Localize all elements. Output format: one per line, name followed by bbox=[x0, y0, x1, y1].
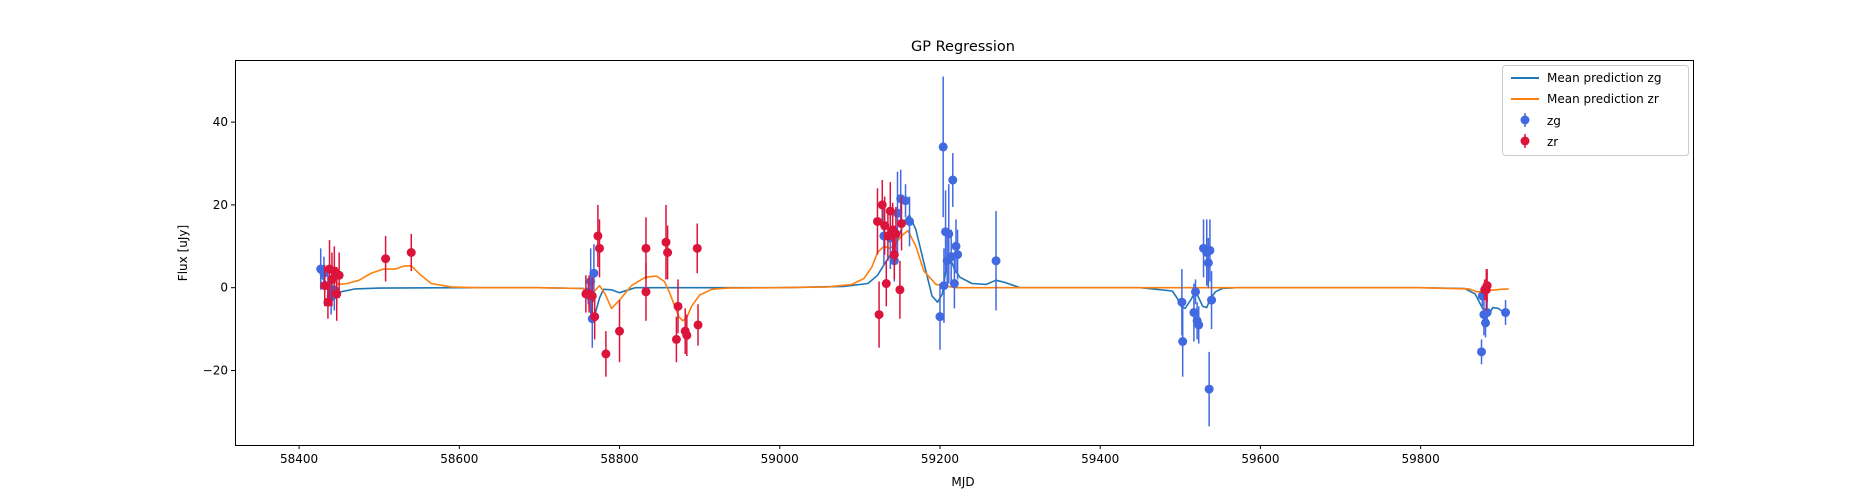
plot-area bbox=[316, 76, 1511, 427]
y-tick-label--20: −20 bbox=[203, 363, 228, 377]
legend-label-zr-points: zr bbox=[1547, 135, 1558, 149]
data-point-zg-27 bbox=[991, 211, 1001, 311]
data-point-zg-26 bbox=[953, 229, 963, 280]
mean-prediction-line-0 bbox=[320, 214, 1509, 317]
mean-prediction-line-1 bbox=[320, 229, 1509, 322]
data-point-zg-24 bbox=[949, 258, 959, 309]
data-point-zg-45 bbox=[1501, 300, 1511, 325]
data-point-zr-25 bbox=[692, 223, 702, 274]
data-point-zr-30 bbox=[880, 196, 890, 255]
x-tick-label-59400: 59400 bbox=[1081, 452, 1119, 466]
data-point-zr-36 bbox=[891, 206, 901, 261]
data-point-zr-21 bbox=[671, 316, 681, 363]
plot-frame bbox=[235, 60, 1694, 446]
data-point-zr-22 bbox=[673, 279, 683, 334]
data-point-zr-1 bbox=[323, 285, 333, 319]
data-point-zr-16 bbox=[615, 300, 625, 363]
x-tick-label-59800: 59800 bbox=[1402, 452, 1440, 466]
data-point-zr-20 bbox=[663, 225, 673, 280]
data-point-zr-8 bbox=[406, 233, 416, 272]
legend-marker-zr-points bbox=[1520, 134, 1530, 148]
data-point-zr-14 bbox=[595, 219, 604, 278]
x-tick-label-58400: 58400 bbox=[280, 452, 318, 466]
data-point-zr-19 bbox=[661, 204, 671, 280]
data-point-zr-7 bbox=[381, 235, 391, 282]
data-point-zg-17 bbox=[938, 76, 948, 218]
y-axis: −20 0 20 40 bbox=[203, 115, 235, 377]
lines-layer bbox=[320, 214, 1509, 322]
data-point-zr-24 bbox=[682, 314, 692, 356]
data-point-zg-16 bbox=[935, 283, 945, 350]
data-point-zr-38 bbox=[897, 196, 907, 251]
data-point-zr-26 bbox=[693, 304, 703, 346]
legend: Mean prediction zg Mean prediction zr zg… bbox=[1502, 65, 1689, 156]
y-tick-label-20: 20 bbox=[213, 198, 228, 212]
data-point-zr-41 bbox=[1482, 269, 1492, 303]
data-point-zg-38 bbox=[1205, 219, 1215, 282]
x-tick-label-58800: 58800 bbox=[600, 452, 638, 466]
points-layer bbox=[316, 76, 1511, 427]
data-point-zg-37 bbox=[1204, 351, 1214, 427]
data-point-zr-13 bbox=[593, 204, 603, 267]
data-point-zg-39 bbox=[1207, 271, 1217, 330]
x-axis-label: MJD bbox=[951, 475, 974, 489]
data-point-zg-14 bbox=[901, 184, 911, 218]
legend-box bbox=[1502, 65, 1689, 156]
legend-marker-zg-points bbox=[1520, 113, 1530, 127]
y-tick-label-0: 0 bbox=[220, 281, 228, 295]
data-point-zg-15 bbox=[905, 196, 915, 247]
x-tick-label-59600: 59600 bbox=[1241, 452, 1279, 466]
chart-title: GP Regression bbox=[911, 39, 1015, 55]
data-point-zr-12 bbox=[590, 293, 600, 340]
data-point-zr-37 bbox=[895, 260, 905, 319]
x-axis: 58400 58600 58800 59000 59200 59400 59600 59800 bbox=[280, 445, 1440, 466]
data-point-zg-33 bbox=[1194, 306, 1204, 344]
data-point-zr-18 bbox=[641, 262, 651, 321]
legend-label-zg-line: Mean prediction zg bbox=[1547, 71, 1661, 85]
data-point-zg-29 bbox=[1178, 306, 1188, 377]
data-point-zg-44 bbox=[1482, 298, 1492, 328]
legend-label-zg-points: zg bbox=[1547, 114, 1561, 128]
data-point-zg-31 bbox=[1191, 279, 1201, 305]
x-tick-label-59200: 59200 bbox=[921, 452, 959, 466]
data-point-zg-40 bbox=[1477, 339, 1487, 365]
data-point-zr-31 bbox=[881, 260, 891, 307]
data-point-zr-6 bbox=[334, 252, 344, 299]
data-point-zg-28 bbox=[1177, 269, 1187, 336]
y-tick-label-40: 40 bbox=[213, 115, 228, 129]
data-point-zr-28 bbox=[874, 281, 884, 348]
x-tick-label-59000: 59000 bbox=[761, 452, 799, 466]
x-tick-label-58600: 58600 bbox=[440, 452, 478, 466]
legend-label-zr-line: Mean prediction zr bbox=[1547, 92, 1659, 106]
y-axis-label: Flux [uJy] bbox=[176, 225, 190, 281]
data-point-zg-23 bbox=[948, 153, 958, 207]
data-point-zr-15 bbox=[601, 331, 611, 377]
data-point-zr-27 bbox=[872, 188, 882, 255]
